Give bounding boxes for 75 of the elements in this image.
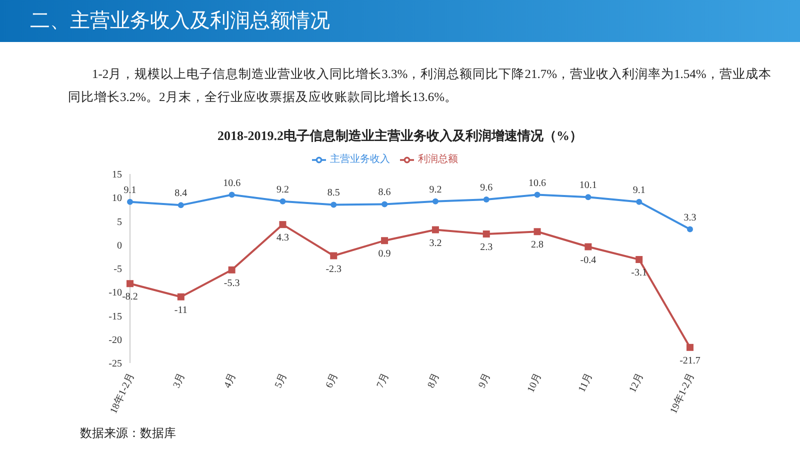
point: [228, 266, 236, 274]
source-note: 数据来源：数据库: [80, 425, 176, 442]
data-label: 8.4: [174, 188, 188, 200]
data-label: 8.6: [378, 187, 391, 198]
point: [177, 293, 184, 300]
x-tick-label: 6月: [324, 372, 340, 390]
y-tick-label: -15: [108, 311, 122, 322]
point: [330, 252, 338, 260]
legend-label: 主营业务收入: [330, 154, 390, 165]
y-tick-label: -25: [108, 358, 122, 370]
point: [686, 344, 694, 351]
y-tick-label: -20: [108, 334, 122, 346]
legend-label: 利润总额: [418, 154, 458, 165]
data-label: 9.2: [276, 184, 289, 196]
data-label: 2.8: [531, 240, 544, 251]
point: [636, 198, 642, 205]
point: [126, 280, 134, 288]
x-tick-label: 7月: [374, 372, 392, 390]
x-tick-label: 3月: [171, 372, 188, 390]
point: [127, 198, 133, 205]
point: [178, 202, 184, 208]
data-label: 9.2: [429, 184, 442, 196]
x-tick-label: 19年1-2月: [668, 371, 697, 416]
data-label: -3.1: [631, 268, 648, 279]
x-tick-label: 9月: [476, 372, 494, 390]
data-label: -8.2: [122, 292, 138, 303]
chart-subtitle: 1-2月，规模以上电子信息制造业营业收入同比增长3.3%，利润总额同比下降21.7%，营业收入利润率为1.54%，营业成本同比增长3.2%。2月末，全行业应收票据及应收账款同比增长13.6%。: [68, 66, 772, 106]
point: [584, 243, 592, 250]
chart-title: 2018-2019.2电子信息制造业主营业务收入及利润增速情况（%）: [216, 127, 584, 145]
data-label: 4.3: [276, 232, 289, 244]
point: [534, 192, 540, 198]
point: [382, 201, 388, 208]
text: 二、主营业务收入及利润总额情况: [30, 7, 330, 34]
y-tick-label: 10: [112, 193, 122, 204]
x-tick-label: 18年1-2月: [108, 371, 137, 416]
point: [687, 226, 693, 232]
y-tick-label: -10: [108, 288, 122, 299]
data-label: 0.9: [378, 248, 391, 260]
data-label: -11: [174, 304, 188, 316]
data-label: 8.5: [327, 188, 340, 199]
point: [381, 237, 388, 244]
point: [585, 194, 592, 200]
y-tick-label: 0: [117, 240, 122, 252]
data-label: 3.2: [429, 238, 442, 249]
point: [279, 221, 286, 228]
point: [228, 192, 235, 198]
data-label: -5.3: [224, 278, 240, 290]
point: [636, 256, 643, 264]
x-tick-label: 4月: [222, 372, 239, 390]
data-label: 3.3: [684, 212, 696, 224]
data-label: 9.6: [480, 182, 493, 194]
point: [432, 226, 439, 234]
data-label: -2.3: [326, 264, 342, 275]
y-tick-label: 5: [117, 216, 122, 228]
data-label: 9.1: [632, 184, 646, 196]
point: [534, 228, 541, 236]
data-label: 10.1: [579, 180, 597, 192]
point: [483, 196, 490, 203]
point: [330, 202, 337, 208]
data-label: -21.7: [680, 356, 700, 367]
point: [432, 198, 438, 204]
x-tick-label: 10月: [526, 372, 544, 394]
data-label: 2.3: [480, 242, 493, 254]
x-tick-label: 8月: [426, 372, 442, 390]
data-label: 10.6: [528, 178, 546, 189]
x-tick-label: 11月: [576, 372, 595, 394]
x-tick-label: 12月: [627, 372, 646, 394]
data-label: -0.4: [580, 254, 596, 266]
x-tick-label: 5月: [273, 372, 290, 390]
point: [482, 230, 490, 238]
y-tick-label: -5: [114, 264, 122, 276]
data-label: 9.1: [124, 184, 136, 196]
y-tick-label: 15: [112, 170, 122, 181]
point: [280, 198, 286, 204]
data-label: 10.6: [223, 178, 241, 189]
